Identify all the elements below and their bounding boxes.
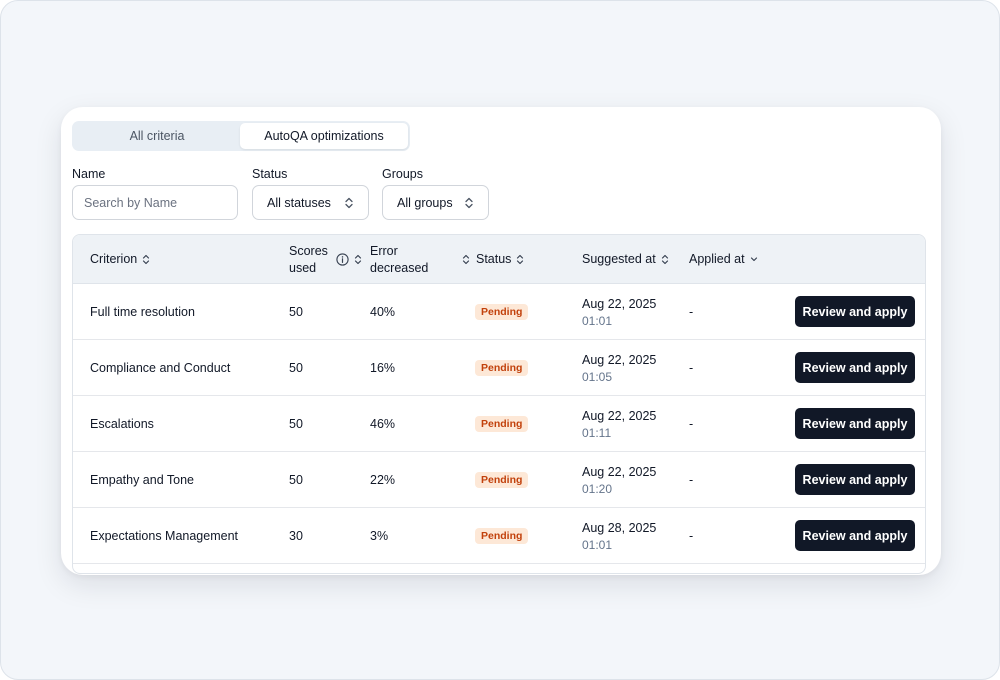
table-header: Criterion Scores used Error decreased	[73, 235, 925, 284]
criterion-cell: Full time resolution	[90, 305, 195, 319]
status-cell: Pending	[475, 396, 529, 452]
chevron-down-icon	[750, 257, 757, 262]
table-row: Compliance and Conduct 50 16% Pending Au…	[73, 340, 925, 396]
suggested-at-cell: Aug 22, 2025 01:11	[582, 396, 656, 452]
tab-all-criteria[interactable]: All criteria	[129, 129, 185, 143]
column-header-scores-used[interactable]: Scores used	[289, 235, 362, 284]
suggested-date: Aug 22, 2025	[582, 296, 657, 311]
suggested-date: Aug 22, 2025	[582, 408, 657, 423]
error-decreased-cell: 3%	[370, 529, 389, 543]
search-by-name-input[interactable]	[72, 185, 238, 220]
column-header-applied-at[interactable]: Applied at	[689, 235, 758, 284]
status-badge: Pending	[475, 360, 529, 376]
status-cell: Pending	[475, 340, 529, 396]
optimizations-card: All criteria AutoQA optimizations Name S…	[61, 107, 941, 575]
review-and-apply-button[interactable]: Review and apply	[795, 464, 915, 495]
suggested-at-cell: Aug 22, 2025 01:20	[582, 452, 656, 508]
suggested-time: 01:01	[582, 537, 613, 552]
column-header-label-line: used	[289, 260, 317, 275]
suggested-date: Aug 28, 2025	[582, 520, 657, 535]
info-icon[interactable]	[336, 253, 349, 266]
criterion-cell: Compliance and Conduct	[90, 361, 231, 375]
column-header-error-decreased[interactable]: Error decreased	[370, 235, 470, 284]
chevron-up-down-icon	[465, 197, 473, 208]
scores-used-cell: 50	[289, 473, 303, 487]
sort-icon	[661, 254, 668, 265]
groups-filter-label: Groups	[382, 167, 423, 181]
status-cell: Pending	[475, 284, 529, 340]
scores-used-cell: 50	[289, 305, 303, 319]
review-and-apply-button[interactable]: Review and apply	[795, 408, 915, 439]
suggested-date: Aug 22, 2025	[582, 352, 657, 367]
suggested-at-cell: Aug 22, 2025 01:01	[582, 284, 656, 340]
suggested-time: 01:05	[582, 369, 613, 384]
applied-at-cell: -	[689, 417, 694, 431]
criterion-cell: Expectations Management	[90, 529, 239, 543]
status-badge: Pending	[475, 528, 529, 544]
status-badge: Pending	[475, 416, 529, 432]
column-header-label: Error decreased	[370, 243, 428, 277]
table-row: Escalations 50 46% Pending Aug 22, 2025 …	[73, 396, 925, 452]
column-header-label: Scores used	[289, 243, 328, 277]
column-header-label: Criterion	[90, 252, 138, 266]
sort-icon	[462, 254, 470, 265]
scores-used-cell: 30	[289, 529, 303, 543]
status-cell: Pending	[475, 508, 529, 564]
status-badge: Pending	[475, 304, 529, 320]
chevron-up-down-icon	[345, 197, 353, 208]
error-decreased-cell: 22%	[370, 473, 396, 487]
column-header-label: Status	[476, 252, 512, 266]
column-header-label-line: Scores	[289, 243, 328, 258]
criterion-cell: Empathy and Tone	[90, 473, 195, 487]
status-cell: Pending	[475, 452, 529, 508]
table-row: Empathy and Tone 50 22% Pending Aug 22, …	[73, 452, 925, 508]
sort-icon	[143, 254, 150, 265]
review-and-apply-button[interactable]: Review and apply	[795, 520, 915, 551]
column-header-label: Suggested at	[582, 252, 656, 266]
column-header-label-line: decreased	[370, 260, 429, 275]
applied-at-cell: -	[689, 361, 694, 375]
column-header-suggested-at[interactable]: Suggested at	[582, 235, 669, 284]
suggested-time: 01:20	[582, 481, 613, 496]
applied-at-cell: -	[689, 529, 694, 543]
column-header-label-line: Error	[370, 243, 398, 258]
suggested-at-cell: Aug 22, 2025 01:05	[582, 340, 656, 396]
tab-bar: All criteria AutoQA optimizations	[72, 121, 410, 151]
tab-autoqa-optimizations[interactable]: AutoQA optimizations	[240, 123, 408, 149]
status-select-value: All statuses	[267, 195, 331, 210]
name-filter-label: Name	[72, 167, 106, 181]
table-row: Full time resolution 50 40% Pending Aug …	[73, 284, 925, 340]
review-and-apply-button[interactable]: Review and apply	[795, 352, 915, 383]
sort-icon	[517, 254, 524, 265]
applied-at-cell: -	[689, 305, 694, 319]
status-filter-label: Status	[252, 167, 288, 181]
error-decreased-cell: 46%	[370, 417, 396, 431]
suggested-at-cell: Aug 28, 2025 01:01	[582, 508, 656, 564]
criterion-cell: Escalations	[90, 417, 154, 431]
applied-at-cell: -	[689, 473, 694, 487]
review-and-apply-button[interactable]: Review and apply	[795, 296, 915, 327]
suggested-time: 01:01	[582, 313, 613, 328]
groups-select[interactable]: All groups	[382, 185, 489, 220]
optimizations-table: Criterion Scores used Error decreased	[72, 234, 926, 574]
scores-used-cell: 50	[289, 417, 303, 431]
column-header-status[interactable]: Status	[476, 235, 524, 284]
error-decreased-cell: 40%	[370, 305, 396, 319]
sort-icon	[354, 254, 362, 265]
table-row: Expectations Management 30 3% Pending Au…	[73, 508, 925, 564]
column-header-label: Applied at	[689, 252, 745, 266]
column-header-criterion[interactable]: Criterion	[90, 235, 150, 284]
status-select[interactable]: All statuses	[252, 185, 369, 220]
suggested-time: 01:11	[582, 425, 612, 440]
scores-used-cell: 50	[289, 361, 303, 375]
suggested-date: Aug 22, 2025	[582, 464, 657, 479]
status-badge: Pending	[475, 472, 529, 488]
groups-select-value: All groups	[397, 195, 453, 210]
error-decreased-cell: 16%	[370, 361, 396, 375]
